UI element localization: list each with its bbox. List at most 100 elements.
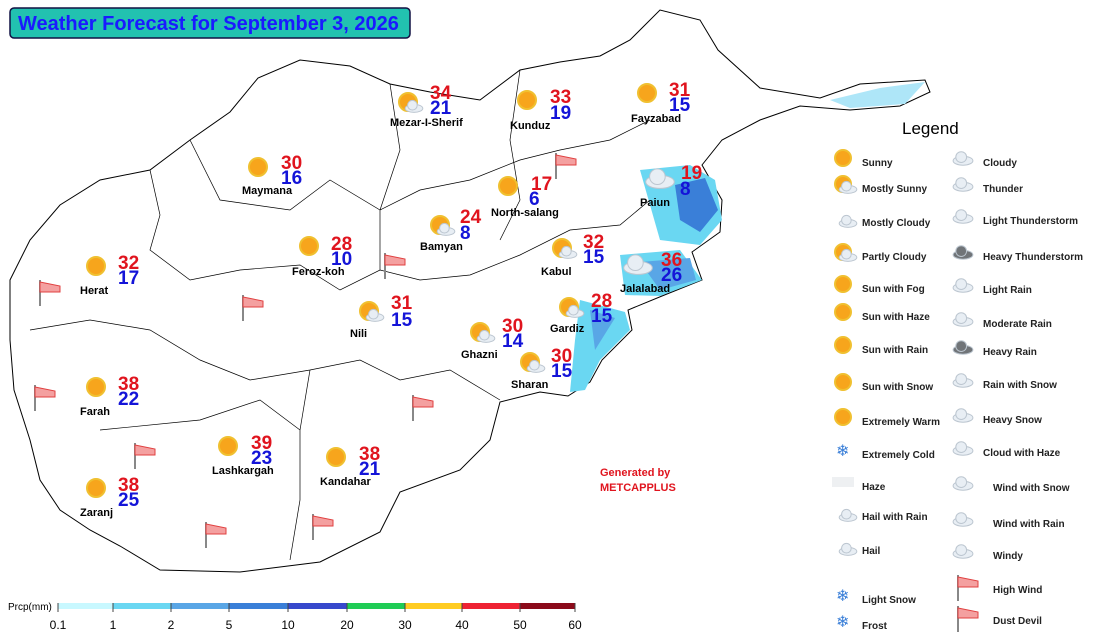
sun-icon <box>248 157 268 177</box>
min-temp: 15 <box>583 247 605 268</box>
cloud-icon <box>952 512 974 527</box>
windsock <box>34 386 56 398</box>
cloud-icon <box>952 245 974 260</box>
cloud-part <box>529 359 540 371</box>
sun-icon <box>637 83 657 103</box>
max-temp: 32 <box>583 232 604 253</box>
legend-label: Sun with Haze <box>862 312 930 323</box>
legend-label: Light Thunderstorm <box>983 216 1078 227</box>
max-temp: 39 <box>251 433 272 454</box>
windsock <box>384 254 406 266</box>
max-temp: 17 <box>531 174 552 195</box>
cloud-icon <box>365 308 385 322</box>
city-name: Kandahar <box>320 476 371 488</box>
cloud-part <box>955 177 968 190</box>
max-temp: 30 <box>502 316 523 337</box>
city-name: Farah <box>80 406 110 418</box>
sun-icon <box>86 256 106 276</box>
cloud-icon <box>476 329 496 343</box>
legend-label: Haze <box>862 482 886 493</box>
haze-icon <box>832 477 854 487</box>
sun-icon <box>86 377 106 397</box>
cloud-icon <box>952 476 974 491</box>
cloud-part <box>568 304 579 316</box>
max-temp: 38 <box>359 444 380 465</box>
legend-label: Sun with Fog <box>862 284 925 295</box>
credit-line: Generated by <box>600 467 671 479</box>
cloud-part <box>841 248 852 260</box>
snow-icon: ❄ <box>836 614 849 631</box>
cloud-icon <box>565 304 585 318</box>
windsock <box>412 396 434 408</box>
windsock <box>957 576 979 588</box>
legend-label: Sun with Rain <box>862 345 928 356</box>
cloud-part <box>955 512 968 524</box>
legend-label: Wind with Rain <box>993 519 1065 530</box>
legend-label: Hail with Rain <box>862 512 928 523</box>
scale-tick-label: 20 <box>340 618 354 632</box>
cloud-part <box>955 340 968 353</box>
min-temp: 6 <box>529 189 540 210</box>
legend-label: Extremely Warm <box>862 417 940 428</box>
map-title: Weather Forecast for September 3, 2026 <box>18 13 399 35</box>
scale-segment <box>462 603 520 609</box>
sun-icon <box>834 303 852 321</box>
scale-segment <box>405 603 462 609</box>
max-temp: 34 <box>430 83 452 104</box>
cloud-part <box>439 222 450 234</box>
scale-label: Prcp(mm) <box>8 602 52 613</box>
scale-tick-label: 1 <box>110 618 117 632</box>
city-name: Bamyan <box>420 241 463 253</box>
legend-label: Light Snow <box>862 595 916 606</box>
windsock <box>242 296 264 308</box>
legend-label: Heavy Snow <box>983 415 1042 426</box>
scale-tick-label: 40 <box>455 618 469 632</box>
min-temp: 8 <box>680 179 691 200</box>
max-temp: 38 <box>118 374 139 395</box>
scale-segment <box>229 603 288 609</box>
sun-icon <box>86 478 106 498</box>
min-temp: 15 <box>551 361 573 382</box>
city-name: Herat <box>80 285 108 297</box>
legend-label: Frost <box>862 621 888 632</box>
max-temp: 30 <box>281 153 302 174</box>
scale-segment <box>113 603 171 609</box>
min-temp: 15 <box>591 306 613 327</box>
cloud-icon <box>952 544 974 559</box>
sun-icon <box>834 336 852 354</box>
cloud-part <box>561 245 572 257</box>
min-temp: 15 <box>391 310 413 331</box>
scale-tick-label: 5 <box>226 618 233 632</box>
cloud-part <box>649 168 666 185</box>
scale-tick-label: 60 <box>568 618 582 632</box>
min-temp: 23 <box>251 448 272 469</box>
min-temp: 8 <box>460 223 471 244</box>
max-temp: 24 <box>460 207 482 228</box>
legend-label: High Wind <box>993 585 1042 596</box>
legend-label: Extremely Cold <box>862 450 935 461</box>
city-name: Gardiz <box>550 323 585 335</box>
credit-line: METCAPPLUS <box>600 482 676 494</box>
cloud-part <box>955 441 968 454</box>
cloud-icon <box>838 248 858 262</box>
legend-label: Windy <box>993 551 1023 562</box>
country-border <box>9 9 931 573</box>
max-temp: 31 <box>669 80 691 101</box>
legend-label: Hail <box>862 546 881 557</box>
legend-label: Dust Devil <box>993 616 1042 627</box>
cloud-part <box>841 214 852 226</box>
cloud-part <box>368 308 379 320</box>
windsock <box>205 523 227 535</box>
max-temp: 19 <box>681 163 702 184</box>
city-name: Kabul <box>541 266 572 278</box>
sun-icon <box>498 176 518 196</box>
legend-label: Heavy Thunderstorm <box>983 252 1083 263</box>
cloud-icon <box>838 180 858 194</box>
cloud-icon <box>952 209 974 224</box>
city-name: Mezar-I-Sherif <box>390 117 463 129</box>
city-name: Kunduz <box>510 120 551 132</box>
windsock <box>134 444 156 456</box>
cloud-icon <box>838 214 858 228</box>
windsock <box>312 515 334 527</box>
max-temp: 28 <box>331 234 352 255</box>
